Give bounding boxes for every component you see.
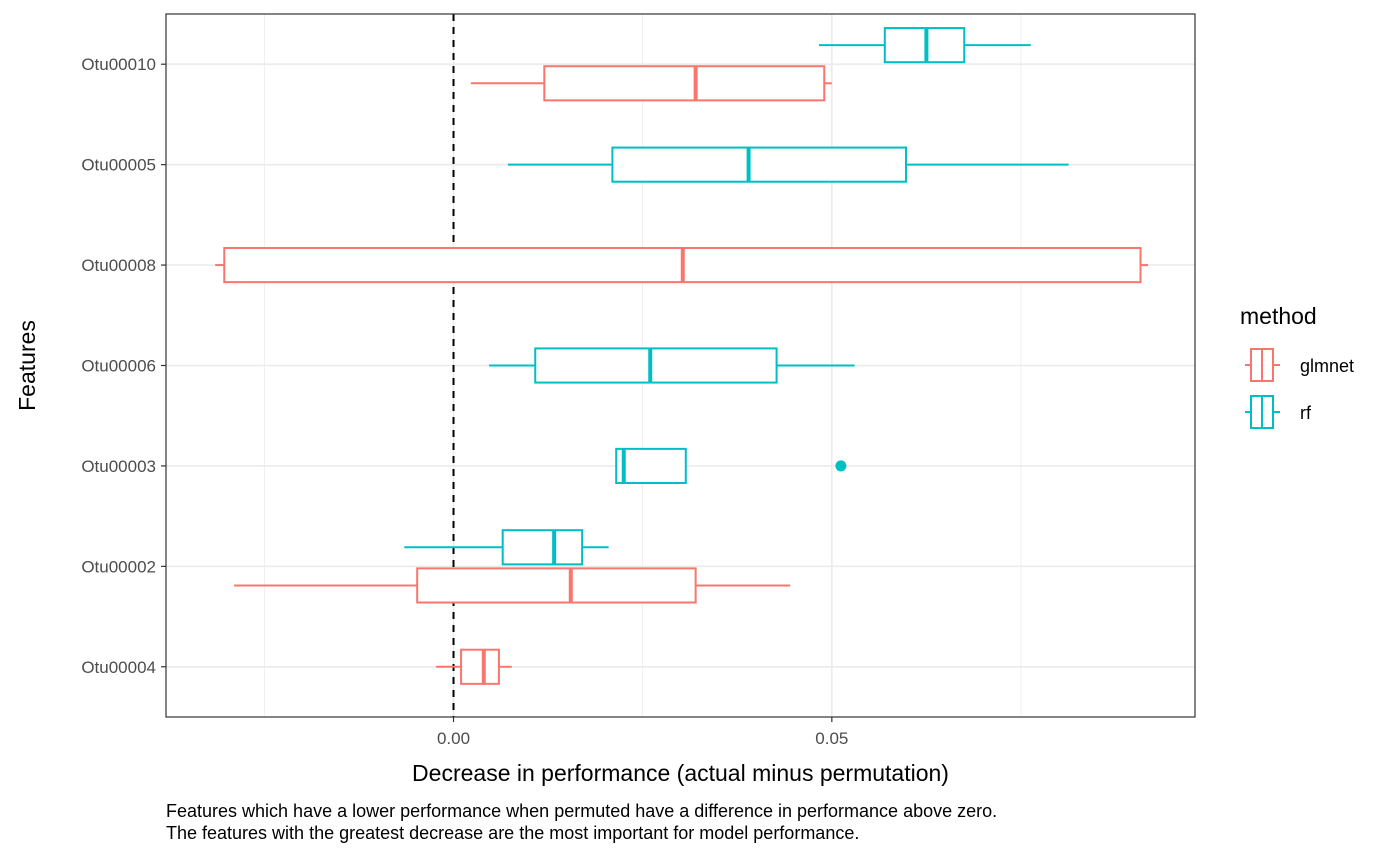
y-tick-label: Otu00004 xyxy=(81,658,156,677)
outlier-point xyxy=(835,460,847,472)
y-tick-label: Otu00010 xyxy=(81,55,156,74)
box-iqr xyxy=(416,567,697,604)
boxplot-chart: 0.00 0.05 Otu00004 Otu00002 Otu00003 Otu00006… xyxy=(14,13,1354,786)
box-iqr xyxy=(534,347,778,384)
legend-title: method xyxy=(1240,303,1317,329)
box-glmnet-Otu00002 xyxy=(234,567,791,604)
y-tick-label: Otu00008 xyxy=(81,256,156,275)
legend-item-rf: rf xyxy=(1245,395,1312,429)
caption-line-2: The features with the greatest decrease … xyxy=(166,823,860,843)
y-tick-label: Otu00006 xyxy=(81,357,156,376)
axes: 0.00 0.05 Otu00004 Otu00002 Otu00003 Otu00006… xyxy=(81,55,848,748)
box-iqr xyxy=(543,65,826,102)
caption-line-1: Features which have a lower performance … xyxy=(166,801,998,821)
legend-label: rf xyxy=(1300,403,1312,423)
box-rf-Otu00006 xyxy=(489,347,855,384)
box-rf-Otu00003 xyxy=(615,447,687,485)
x-axis-title: Decrease in performance (actual minus pe… xyxy=(412,760,949,786)
y-tick-label: Otu00002 xyxy=(81,557,156,576)
series-glmnet xyxy=(215,65,1149,685)
legend-label: glmnet xyxy=(1300,356,1354,376)
box-rf-Otu00002 xyxy=(404,529,609,566)
box-rf-Otu00005 xyxy=(507,146,1069,183)
box-iqr xyxy=(501,529,584,566)
box-glmnet-Otu00010 xyxy=(470,65,832,102)
y-tick-label: Otu00003 xyxy=(81,457,156,476)
chart-caption: Features which have a lower performance … xyxy=(166,800,1386,844)
legend: method glmnet rf xyxy=(1240,303,1354,429)
chart-marks xyxy=(215,27,1149,685)
y-axis-title: Features xyxy=(14,320,40,411)
box-iqr xyxy=(460,648,500,685)
x-tick-label: 0.00 xyxy=(437,729,470,748)
box-glmnet-Otu00008 xyxy=(215,246,1149,284)
box-glmnet-Otu00004 xyxy=(436,648,512,685)
y-tick-label: Otu00005 xyxy=(81,156,156,175)
box-iqr xyxy=(615,447,687,485)
box-iqr xyxy=(611,146,907,183)
legend-item-glmnet: glmnet xyxy=(1245,348,1354,382)
box-rf-Otu00010 xyxy=(818,27,1031,64)
x-tick-label: 0.05 xyxy=(815,729,848,748)
series-rf xyxy=(404,27,1069,566)
